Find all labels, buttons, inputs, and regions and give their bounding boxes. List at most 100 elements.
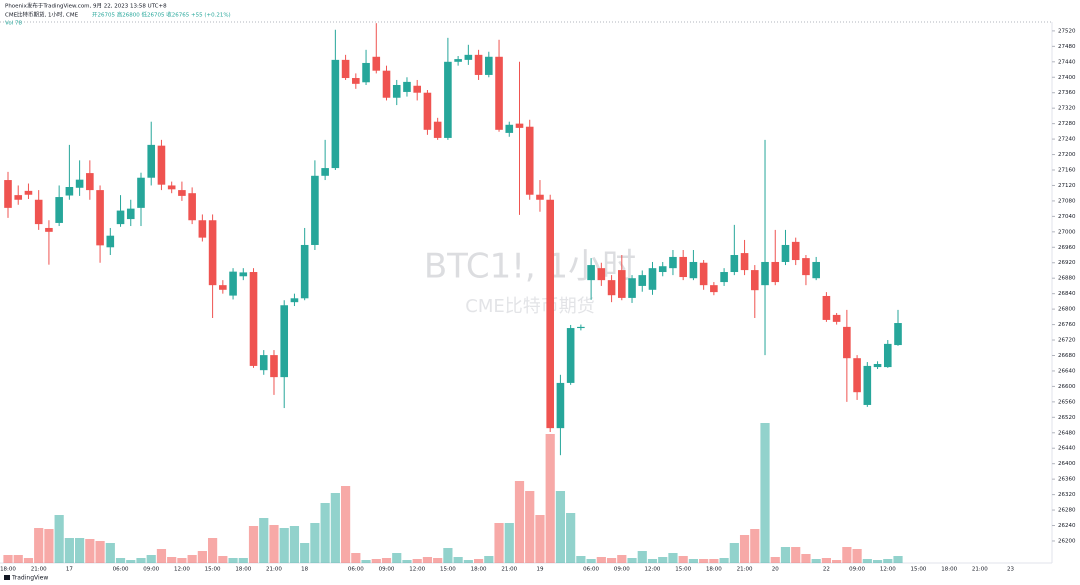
candle-body [791, 241, 800, 261]
candle-body [34, 199, 43, 225]
candle-body [740, 253, 749, 271]
y-tick-label: 26960 [1058, 245, 1076, 251]
candle-body [628, 278, 636, 298]
candle-body [4, 180, 12, 208]
candle-body [812, 261, 820, 279]
candle-body [556, 382, 565, 429]
candle-body [147, 144, 156, 178]
volume-bar [310, 523, 320, 563]
candle-body [566, 328, 575, 383]
volume-bar [54, 515, 64, 563]
volume-bar [422, 557, 433, 563]
candle-body [720, 272, 728, 283]
volume-bar [371, 559, 381, 563]
y-tick-label: 26720 [1058, 338, 1076, 344]
candle-body [781, 244, 790, 262]
volume-bar [269, 525, 279, 563]
volume-bar [13, 555, 23, 563]
volume-bar [842, 547, 852, 563]
volume-bar [688, 559, 699, 563]
x-tick-label: 09:00 [379, 567, 395, 573]
y-tick-label: 26280 [1058, 508, 1076, 514]
volume-bar [555, 491, 566, 563]
y-tick-label: 27520 [1058, 28, 1076, 34]
y-tick-label: 27160 [1058, 168, 1076, 174]
volume-bar [770, 557, 780, 563]
volume-bar [156, 549, 167, 563]
candle-body [873, 363, 882, 368]
volume-bar [279, 528, 289, 563]
y-tick-label: 27000 [1058, 229, 1076, 235]
volume-bar [545, 434, 555, 563]
candle-body [65, 187, 74, 196]
volume-bar [514, 481, 525, 563]
candle-body [126, 208, 135, 220]
candle-body [423, 92, 432, 130]
volume-bar [75, 538, 85, 563]
candle-body [75, 179, 84, 188]
x-tick-label: 21:00 [266, 567, 282, 573]
volume-bar [340, 486, 351, 563]
candle-body [331, 59, 340, 169]
candle-body [352, 78, 360, 84]
volume-bar [463, 560, 473, 563]
volume-bar [699, 559, 709, 563]
candle-body [464, 54, 473, 60]
candle-body [679, 256, 687, 278]
y-tick-label: 27320 [1058, 106, 1076, 112]
volume-bar [443, 548, 453, 563]
candle-body [106, 235, 115, 248]
candle-body [894, 323, 902, 346]
x-tick-label: 15:00 [911, 567, 927, 573]
y-tick-label: 26600 [1058, 384, 1076, 390]
candle-body [761, 261, 769, 286]
volume-bar [402, 560, 412, 563]
volume-bar [883, 559, 893, 563]
y-tick-label: 27360 [1058, 90, 1076, 96]
x-tick-label: 18:00 [941, 567, 957, 573]
volume-bar [791, 547, 801, 563]
candle-body [45, 227, 53, 232]
candle-body [433, 121, 442, 138]
x-tick-label: 19 [536, 567, 543, 573]
y-tick-label: 27040 [1058, 214, 1076, 220]
volume-bar [361, 560, 371, 563]
volume-bar [750, 529, 760, 563]
x-tick-label: 21:00 [737, 567, 753, 573]
volume-bar [146, 555, 156, 563]
volume-bar [627, 558, 637, 563]
volume-bar [494, 523, 504, 563]
candle-body [188, 193, 196, 221]
volume-bar [780, 547, 791, 563]
candle-body [24, 190, 33, 195]
volume-bar [668, 553, 678, 563]
x-tick-label: 23 [1007, 567, 1014, 573]
candle-body [802, 258, 810, 276]
candle-body [167, 185, 176, 190]
candle-body [771, 261, 780, 283]
candle-body [270, 355, 278, 378]
y-tick-label: 27240 [1058, 137, 1076, 143]
volume-bar [167, 557, 177, 563]
volume-bar [228, 558, 238, 563]
candle-body [853, 358, 861, 393]
candle-body [311, 175, 319, 245]
candle-body [290, 298, 299, 303]
volume-bar [535, 515, 545, 563]
y-tick-label: 26200 [1058, 538, 1076, 544]
volume-bar [473, 559, 484, 563]
volume-bar [852, 549, 862, 563]
x-tick-label: 09:00 [143, 567, 159, 573]
volume-bar [525, 491, 535, 563]
candle-body [55, 197, 63, 223]
publisher: Phoenix发布于TradingView.com, 9月 22, 2023 1… [5, 2, 167, 10]
candle-body [137, 177, 145, 208]
volume-bar [811, 559, 821, 563]
watermark: BTC1!, 1小时 [424, 247, 636, 287]
candle-body [362, 62, 370, 83]
volume-bar [832, 560, 842, 563]
x-tick-label: 17 [66, 567, 73, 573]
candle-body [587, 265, 595, 281]
volume-bar [23, 558, 34, 563]
volume-bar [821, 558, 831, 563]
